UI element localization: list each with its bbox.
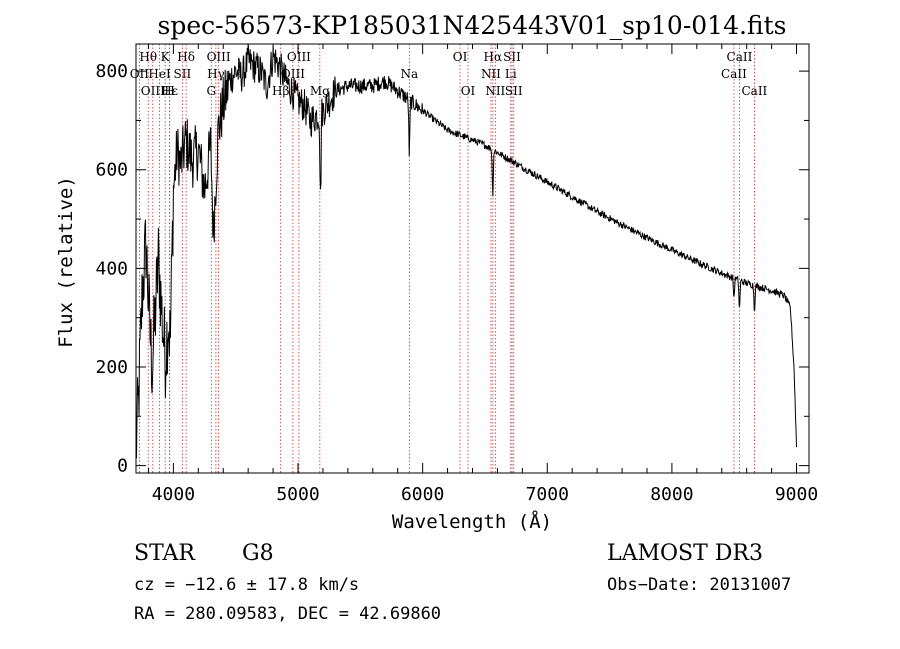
line-label-Hδ: Hδ <box>177 50 195 64</box>
x-axis-ticks: 4000 5000 6000 7000 8000 9000 <box>147 44 818 505</box>
y-axis-ticks: 0 200 400 600 800 <box>95 61 809 477</box>
line-label-NII: NII <box>485 84 505 98</box>
survey-name: LAMOST DR3 <box>607 541 763 566</box>
line-label-NII: NII <box>481 67 501 81</box>
y-tick-label-0: 0 <box>117 456 128 477</box>
x-tick-label-9000: 9000 <box>775 484 818 505</box>
x-tick-label-4000: 4000 <box>152 484 195 505</box>
line-label-Hε: Hε <box>161 84 178 98</box>
y-axis-label: Flux (relative) <box>55 176 77 348</box>
line-label-CaII: CaII <box>727 50 753 64</box>
object-class: STAR <box>134 541 196 566</box>
object-subclass: G8 <box>242 541 274 566</box>
line-label-SII: SII <box>174 67 192 81</box>
line-label-Hβ: Hβ <box>272 84 289 98</box>
x-tick-label-7000: 7000 <box>526 484 569 505</box>
plot-frame <box>135 43 810 474</box>
line-label-K: K <box>161 50 171 64</box>
line-label-OI: OI <box>453 50 468 64</box>
y-tick-label-800: 800 <box>95 61 128 82</box>
line-label-OIII: OIII <box>141 84 165 98</box>
line-label-Hα: Hα <box>484 50 503 64</box>
x-tick-label-5000: 5000 <box>276 484 319 505</box>
line-label-Li: Li <box>505 67 517 81</box>
line-label-CaII: CaII <box>741 84 767 98</box>
line-label-Hγ: Hγ <box>207 67 225 81</box>
x-tick-label-8000: 8000 <box>650 484 693 505</box>
coordinates: RA = 280.09583, DEC = 42.69860 <box>134 604 441 624</box>
chart-title: spec-56573-KP185031N425443V01_sp10-014.f… <box>158 11 787 40</box>
redshift-velocity: cz = −12.6 ± 17.8 km/s <box>134 575 359 595</box>
line-label-Na: Na <box>400 67 418 81</box>
line-label-CaII: CaII <box>721 67 747 81</box>
y-tick-label-200: 200 <box>95 357 128 378</box>
line-label-SII: SII <box>503 50 521 64</box>
flux-series-line <box>135 44 797 459</box>
line-label-G: G <box>206 84 216 98</box>
line-label-OIII: OIII <box>207 50 231 64</box>
line-label-OI: OI <box>461 84 476 98</box>
line-label-OIII: OIII <box>287 50 311 64</box>
x-tick-label-6000: 6000 <box>401 484 444 505</box>
line-label-HeI: HeI <box>148 67 171 81</box>
x-axis-label: Wavelength (Å) <box>392 510 552 533</box>
line-label-SII: SII <box>505 84 523 98</box>
line-label-Mg: Mg <box>310 84 330 98</box>
y-tick-label-400: 400 <box>95 258 128 279</box>
observation-date: Obs−Date: 20131007 <box>607 575 791 595</box>
y-tick-label-600: 600 <box>95 160 128 181</box>
spectral-line-markers <box>138 44 755 473</box>
line-label-H: H <box>164 84 174 98</box>
line-label-OII: OII <box>130 67 150 81</box>
line-label-Hθ: Hθ <box>139 50 157 64</box>
